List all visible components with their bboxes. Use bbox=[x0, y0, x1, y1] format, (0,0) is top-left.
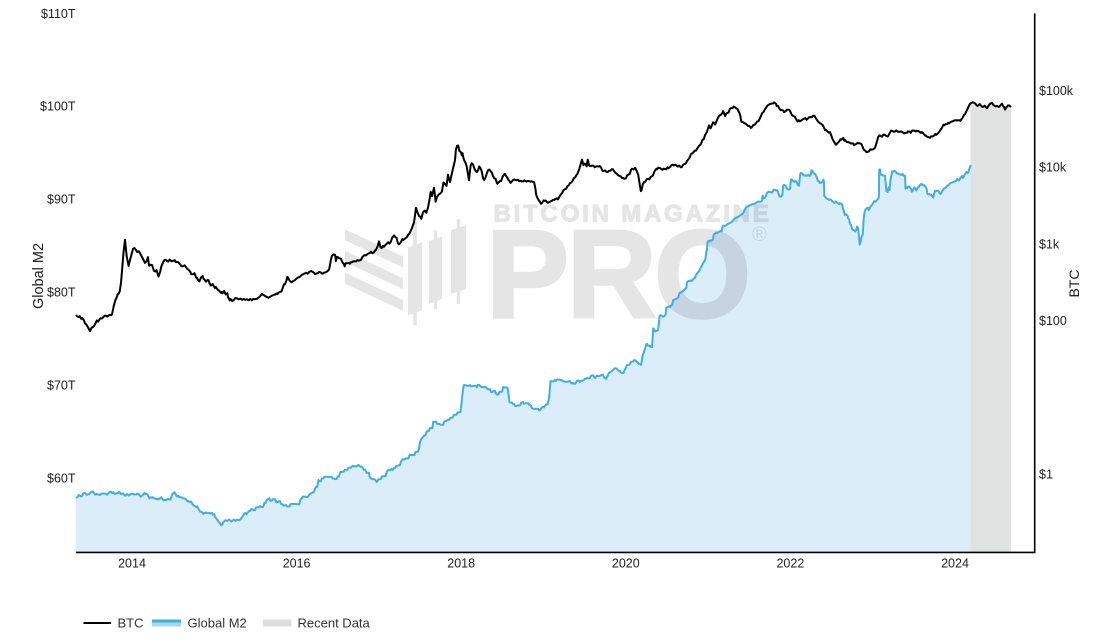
svg-text:$60T: $60T bbox=[47, 471, 76, 485]
svg-text:2016: 2016 bbox=[283, 557, 311, 571]
svg-text:PRO: PRO bbox=[486, 206, 748, 345]
svg-text:$70T: $70T bbox=[47, 379, 76, 393]
svg-text:$80T: $80T bbox=[47, 286, 76, 300]
svg-text:2022: 2022 bbox=[776, 557, 804, 571]
svg-text:$100k: $100k bbox=[1039, 84, 1074, 98]
svg-text:BTC: BTC bbox=[118, 616, 144, 631]
svg-text:BTC: BTC bbox=[1066, 270, 1082, 298]
svg-text:$1k: $1k bbox=[1039, 237, 1060, 251]
svg-text:Global M2: Global M2 bbox=[188, 616, 247, 631]
svg-text:Recent Data: Recent Data bbox=[298, 616, 371, 631]
svg-text:$90T: $90T bbox=[47, 193, 76, 207]
svg-text:2014: 2014 bbox=[118, 557, 146, 571]
svg-text:BITCOIN MAGAZINE: BITCOIN MAGAZINE bbox=[494, 201, 772, 228]
svg-text:$110T: $110T bbox=[41, 7, 76, 21]
svg-text:®: ® bbox=[752, 224, 767, 246]
svg-text:$1: $1 bbox=[1039, 468, 1053, 482]
svg-text:2018: 2018 bbox=[447, 557, 475, 571]
svg-text:2020: 2020 bbox=[612, 557, 640, 571]
svg-text:$100T: $100T bbox=[40, 100, 76, 114]
svg-text:2024: 2024 bbox=[941, 557, 969, 571]
svg-text:$10k: $10k bbox=[1039, 161, 1067, 175]
svg-text:Global M2: Global M2 bbox=[31, 243, 47, 309]
svg-text:$100: $100 bbox=[1039, 314, 1067, 328]
